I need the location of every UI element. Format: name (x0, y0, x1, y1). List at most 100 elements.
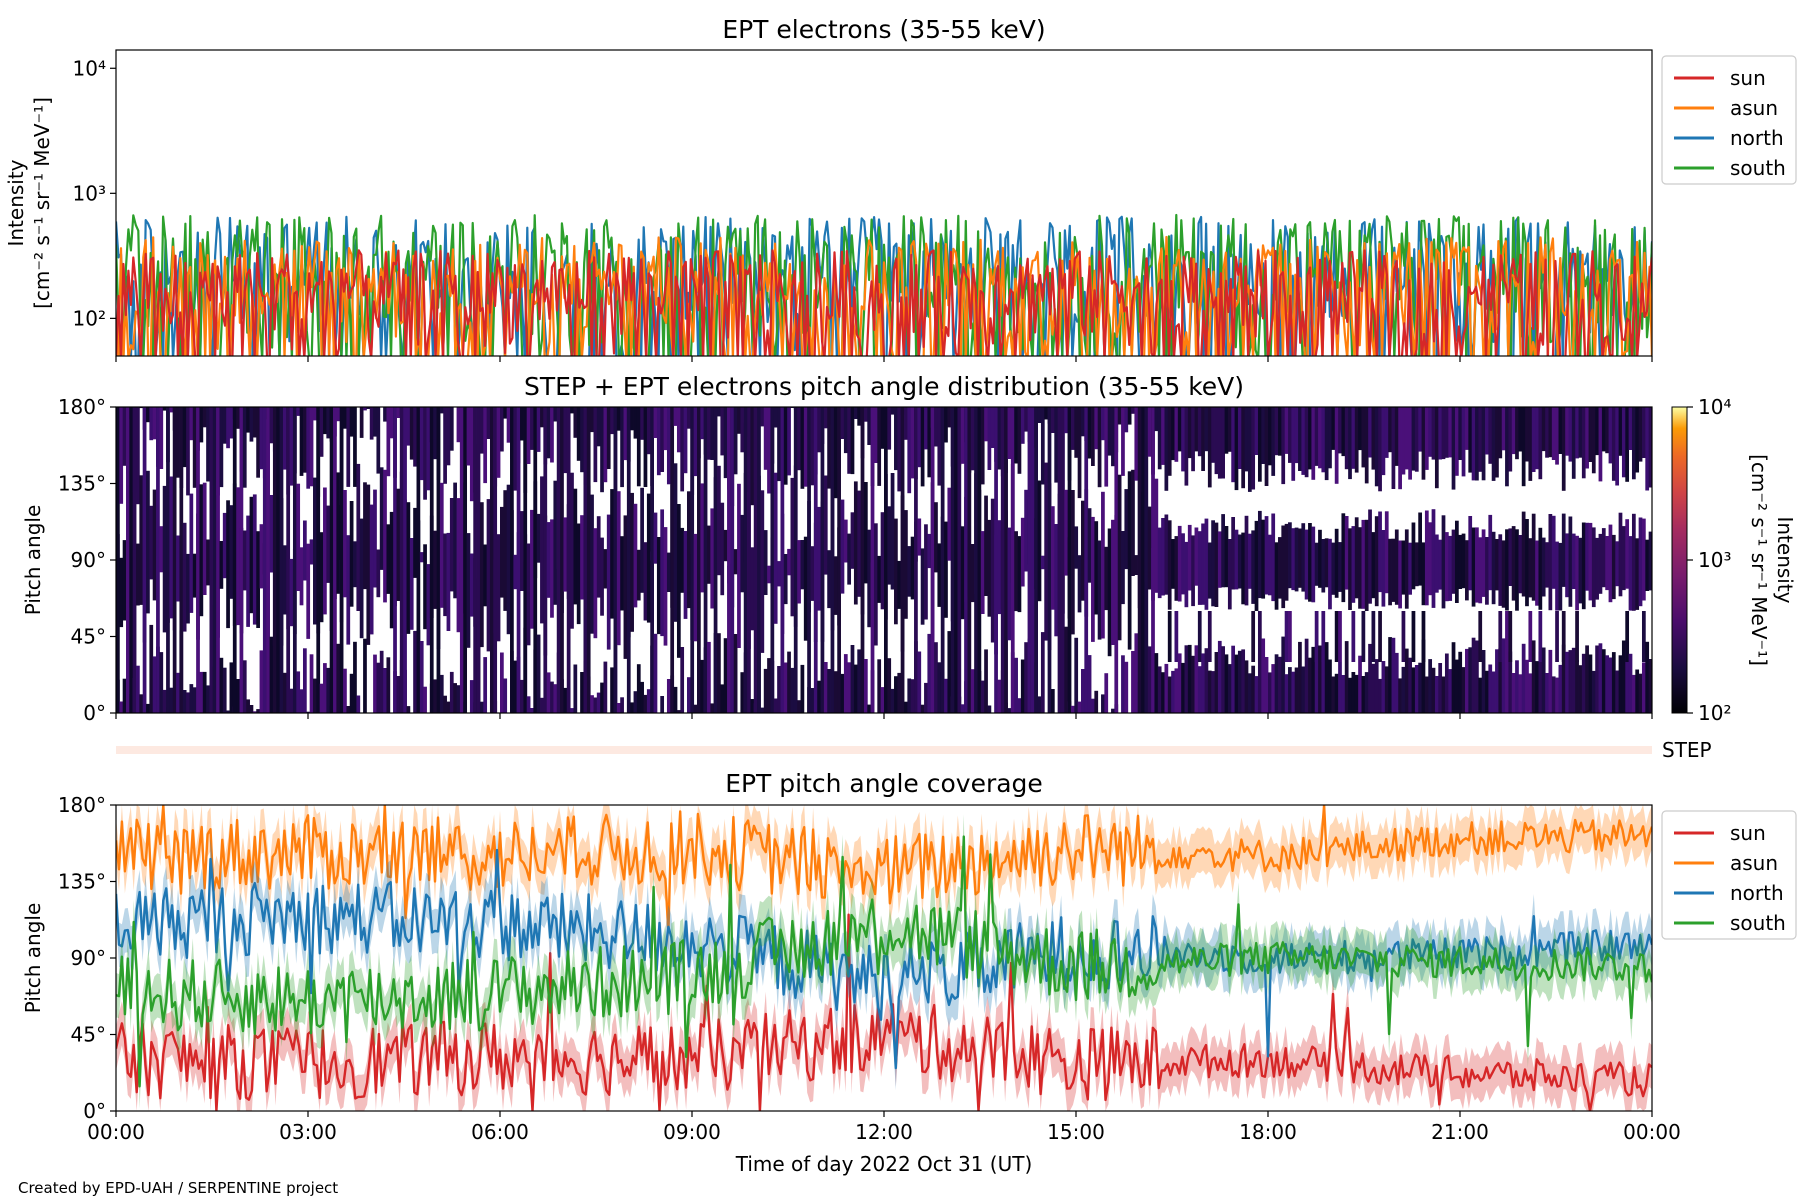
heatmap-cell (1625, 519, 1630, 589)
heatmap-cell (1458, 407, 1463, 460)
heatmap-cell (373, 407, 377, 437)
heatmap-cell (513, 407, 518, 491)
heatmap-cell (1408, 657, 1412, 713)
heatmap-cell (1174, 668, 1179, 713)
heatmap-cell (1271, 664, 1276, 713)
heatmap-cell (1358, 527, 1362, 609)
heatmap-cell (159, 407, 164, 469)
heatmap-cell (553, 684, 558, 713)
heatmap-cell (1545, 542, 1549, 588)
heatmap-cell (1328, 538, 1332, 610)
heatmap-cell (126, 407, 130, 713)
colorbar-label-line1: Intensity (1773, 516, 1797, 603)
heatmap-cell (1241, 532, 1246, 605)
heatmap-cell (540, 407, 544, 428)
heatmap-cell (423, 686, 427, 713)
heatmap-cell (533, 407, 538, 713)
heatmap-cell (1207, 670, 1212, 713)
heatmap-cell (803, 536, 808, 641)
heatmap-cell (1127, 471, 1132, 650)
heatmap-cell (119, 557, 124, 628)
heatmap-cell (1364, 519, 1369, 611)
heatmap-cell (616, 491, 621, 646)
heatmap-cell (720, 684, 725, 713)
heatmap-cell (737, 483, 741, 648)
heatmap-cell (1374, 407, 1379, 487)
panel1-ylabel-line2: [cm⁻² s⁻¹ sr⁻¹ MeV⁻¹] (30, 97, 54, 309)
heatmap-cell (653, 633, 658, 713)
heatmap-cell (1361, 519, 1366, 609)
heatmap-cell (1171, 539, 1175, 589)
heatmap-cell (1147, 506, 1152, 590)
heatmap-cell (1565, 407, 1569, 456)
heatmap-cell (1087, 655, 1092, 713)
heatmap-cell (1368, 643, 1372, 713)
heatmap-cell (1224, 654, 1229, 713)
heatmap-cell (1418, 662, 1422, 713)
heatmap-cell (1007, 527, 1012, 641)
heatmap-cell (1308, 657, 1312, 713)
heatmap-cell (1414, 407, 1419, 472)
heatmap-cell (1077, 407, 1082, 499)
panel4-y-ticks: 0° 45° 90° 135° 180° (58, 793, 116, 1123)
y-tick-label: 10³ (73, 181, 106, 205)
heatmap-cell (1094, 407, 1099, 450)
heatmap-cell (336, 472, 341, 594)
heatmap-cell (947, 487, 952, 561)
heatmap-cell (934, 407, 938, 447)
heatmap-cell (520, 511, 524, 591)
heatmap-cell (1244, 515, 1249, 606)
heatmap-cell (520, 407, 524, 441)
heatmap-cell (550, 681, 554, 713)
coverage-band-south (116, 814, 1652, 1109)
heatmap-cell (1404, 648, 1409, 713)
heatmap-cell (1104, 546, 1109, 611)
heatmap-cell (520, 679, 524, 713)
heatmap-cell (1204, 518, 1209, 610)
heatmap-cell (152, 489, 157, 601)
heatmap-cell (636, 549, 641, 601)
heatmap-cell (182, 690, 187, 713)
heatmap-cell (1214, 522, 1219, 607)
heatmap-cell (313, 407, 317, 421)
heatmap-cell (119, 407, 124, 504)
heatmap-cell (246, 407, 250, 433)
heatmap-cell (1434, 407, 1439, 489)
heatmap-cell (1438, 663, 1443, 713)
heatmap-cell (1605, 655, 1609, 713)
heatmap-cell (1505, 611, 1509, 662)
heatmap-cell (1578, 407, 1583, 458)
heatmap-cell (1548, 514, 1553, 611)
heatmap-cell (1645, 641, 1650, 713)
heatmap-cell (900, 407, 905, 713)
heatmap-cell (944, 521, 948, 618)
heatmap-cell (1094, 690, 1099, 713)
heatmap-cell (1181, 407, 1185, 472)
heatmap-cell (252, 711, 257, 713)
heatmap-cell (1575, 407, 1579, 459)
heatmap-cell (1648, 407, 1652, 488)
heatmap-cell (323, 487, 327, 615)
heatmap-cell (1411, 407, 1416, 471)
heatmap-cell (797, 540, 801, 604)
heatmap-cell (1545, 407, 1549, 458)
coverage-line-asun (116, 805, 1652, 934)
heatmap-cell (1221, 514, 1225, 588)
heatmap-cell (750, 699, 755, 713)
heatmap-cell (1555, 611, 1559, 662)
heatmap-cell (1131, 469, 1135, 576)
heatmap-cell (934, 502, 938, 573)
heatmap-cell (1384, 407, 1389, 458)
heatmap-cell (189, 684, 194, 713)
heatmap-cell (296, 671, 301, 713)
heatmap-cell (1438, 539, 1443, 590)
heatmap-cell (917, 407, 922, 468)
heatmap-cell (700, 659, 705, 713)
heatmap-cell (1384, 511, 1389, 594)
heatmap-cell (1314, 542, 1319, 586)
heatmap-cell (503, 678, 508, 713)
heatmap-cell (302, 648, 307, 713)
heatmap-cell (1538, 651, 1543, 713)
heatmap-cell (580, 515, 584, 600)
heatmap-cell (1485, 670, 1489, 713)
